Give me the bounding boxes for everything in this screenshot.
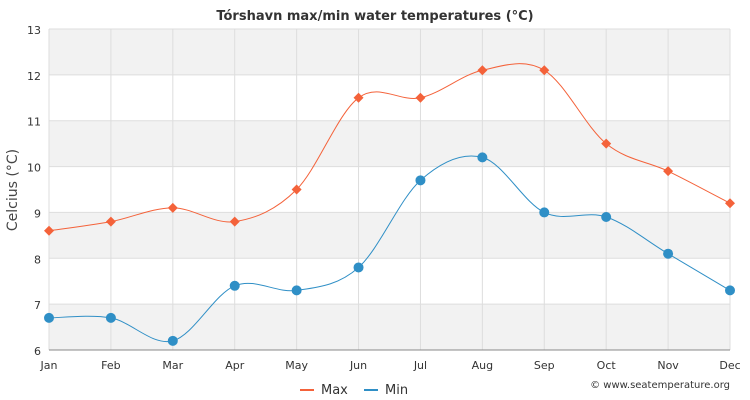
x-tick-label: Mar [162, 359, 183, 372]
data-point-min[interactable] [415, 175, 426, 186]
chart-title: Tórshavn max/min water temperatures (°C) [216, 9, 533, 24]
data-point-min[interactable] [477, 152, 488, 163]
legend-item-max[interactable]: Max [300, 383, 348, 398]
data-point-max[interactable] [725, 198, 735, 209]
data-point-max[interactable] [44, 225, 54, 236]
y-tick-label: 9 [34, 207, 41, 220]
series-layer [44, 63, 735, 346]
legend-item-min[interactable]: Min [364, 383, 408, 398]
y-tick-label: 11 [27, 116, 41, 129]
y-tick-label: 6 [34, 345, 41, 358]
data-point-min[interactable] [167, 335, 178, 346]
plot-band [49, 29, 730, 75]
data-point-max[interactable] [291, 184, 302, 195]
data-point-max[interactable] [229, 216, 240, 227]
data-point-min[interactable] [539, 207, 550, 218]
data-point-max[interactable] [601, 138, 612, 149]
data-point-max[interactable] [167, 202, 178, 213]
data-point-max[interactable] [539, 65, 550, 76]
plot-band [49, 304, 730, 350]
x-tick-label: Sep [534, 359, 555, 372]
y-tick-label: 13 [27, 24, 41, 37]
data-point-min[interactable] [353, 262, 364, 273]
legend[interactable]: Max Min [300, 383, 408, 398]
credit-text: © www.seatemperature.org [590, 380, 730, 391]
plot-bands [49, 29, 730, 350]
x-tick-label: Jun [349, 359, 367, 372]
x-tick-label: Apr [225, 359, 245, 372]
x-tick-labels: Jan Feb Mar Apr May Jun Jul Aug Sep Oct Nov Dec [40, 359, 741, 372]
data-point-min[interactable] [105, 312, 116, 323]
x-tick-label: Aug [472, 359, 493, 372]
y-tick-label: 10 [27, 162, 41, 175]
x-tick-label: May [285, 359, 308, 372]
legend-label-min: Min [385, 383, 408, 398]
series-min [44, 152, 735, 346]
x-tick-label: Dec [719, 359, 740, 372]
data-point-max[interactable] [477, 65, 488, 76]
data-point-min[interactable] [601, 212, 612, 223]
data-point-max[interactable] [105, 216, 116, 227]
series-max [44, 63, 735, 236]
plot-band [49, 212, 730, 259]
x-tick-label: Feb [101, 359, 120, 372]
data-point-max[interactable] [663, 166, 674, 177]
data-point-max[interactable] [353, 92, 364, 103]
x-tick-label: Oct [597, 359, 617, 372]
x-tick-label: Jul [413, 359, 427, 372]
y-axis-label: Celcius (°C) [5, 149, 21, 231]
y-tick-labels: 6 7 8 9 10 11 12 13 [27, 24, 41, 358]
x-tick-label: Jan [40, 359, 58, 372]
data-point-min[interactable] [291, 285, 302, 296]
data-point-min[interactable] [725, 285, 735, 296]
y-tick-label: 12 [27, 70, 41, 83]
plot-band [49, 120, 730, 167]
legend-label-max: Max [321, 383, 348, 398]
data-point-min[interactable] [229, 280, 240, 291]
data-point-min[interactable] [663, 248, 674, 259]
data-point-max[interactable] [415, 92, 426, 103]
data-point-min[interactable] [44, 312, 54, 323]
x-tick-label: Nov [657, 359, 679, 372]
gridlines [48, 28, 731, 351]
y-tick-label: 7 [34, 299, 41, 312]
y-tick-label: 8 [34, 253, 41, 266]
